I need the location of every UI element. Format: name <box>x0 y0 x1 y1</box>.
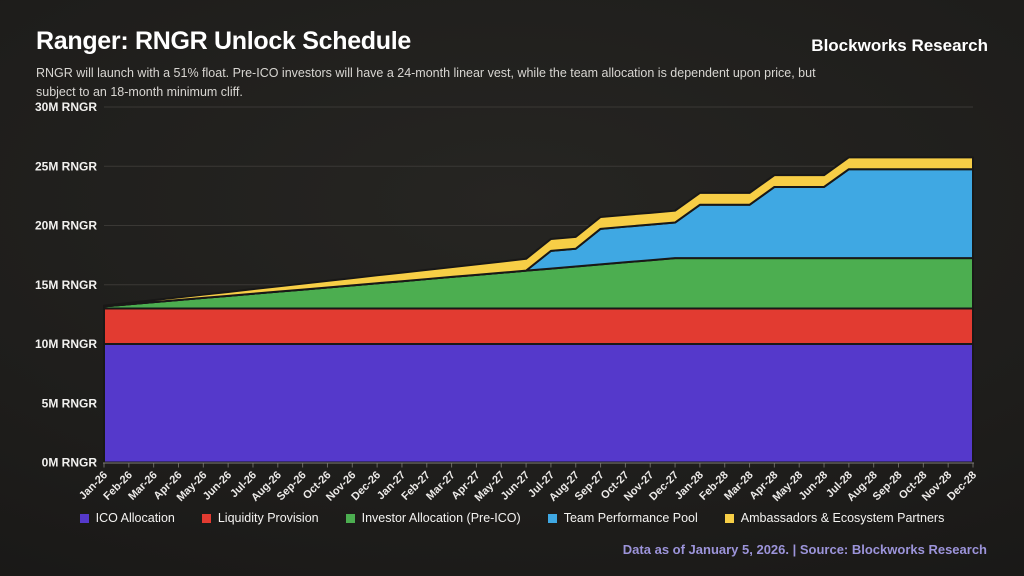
legend-swatch-investor-allocation <box>345 513 355 523</box>
legend-label: Ambassadors & Ecosystem Partners <box>740 511 945 525</box>
chart-legend: ICO Allocation Liquidity Provision Inves… <box>0 511 1024 525</box>
y-axis-label: 10M RNGR <box>35 337 97 351</box>
legend-label: Team Performance Pool <box>563 511 698 525</box>
legend-swatch-liquidity-provision <box>201 513 211 523</box>
legend-item-ambassadors: Ambassadors & Ecosystem Partners <box>724 511 945 525</box>
y-axis-label: 25M RNGR <box>35 159 97 173</box>
y-axis-label: 15M RNGR <box>35 278 97 292</box>
area-ambassadors-ecosystem-partners <box>103 156 974 308</box>
y-axis-label: 0M RNGR <box>42 456 98 470</box>
legend-label: Investor Allocation (Pre-ICO) <box>361 511 521 525</box>
source-note: Data as of January 5, 2026. | Source: Bl… <box>622 542 987 557</box>
y-axis-label: 30M RNGR <box>35 100 97 114</box>
brand-logo: Blockworks Research <box>811 36 988 55</box>
area-liquidity-provision <box>103 307 974 345</box>
legend-swatch-ambassadors <box>724 513 734 523</box>
y-axis-label: 5M RNGR <box>42 396 98 410</box>
y-axis-label: 20M RNGR <box>35 219 97 233</box>
page-title: Ranger: RNGR Unlock Schedule <box>36 27 411 55</box>
legend-swatch-team-performance-pool <box>547 513 557 523</box>
legend-item-liquidity-provision: Liquidity Provision <box>201 511 319 525</box>
legend-item-investor-allocation: Investor Allocation (Pre-ICO) <box>345 511 521 525</box>
chart-subtitle: RNGR will launch with a 51% float. Pre-I… <box>36 64 816 102</box>
legend-label: ICO Allocation <box>95 511 175 525</box>
legend-item-team-performance-pool: Team Performance Pool <box>547 511 698 525</box>
subtitle-line-1: RNGR will launch with a 51% float. Pre-I… <box>36 66 816 80</box>
legend-item-ico-allocation: ICO Allocation <box>79 511 175 525</box>
area-ico-allocation <box>103 343 974 464</box>
legend-label: Liquidity Provision <box>217 511 319 525</box>
subtitle-line-2: subject to an 18-month minimum cliff. <box>36 85 243 99</box>
legend-swatch-ico-allocation <box>79 513 89 523</box>
